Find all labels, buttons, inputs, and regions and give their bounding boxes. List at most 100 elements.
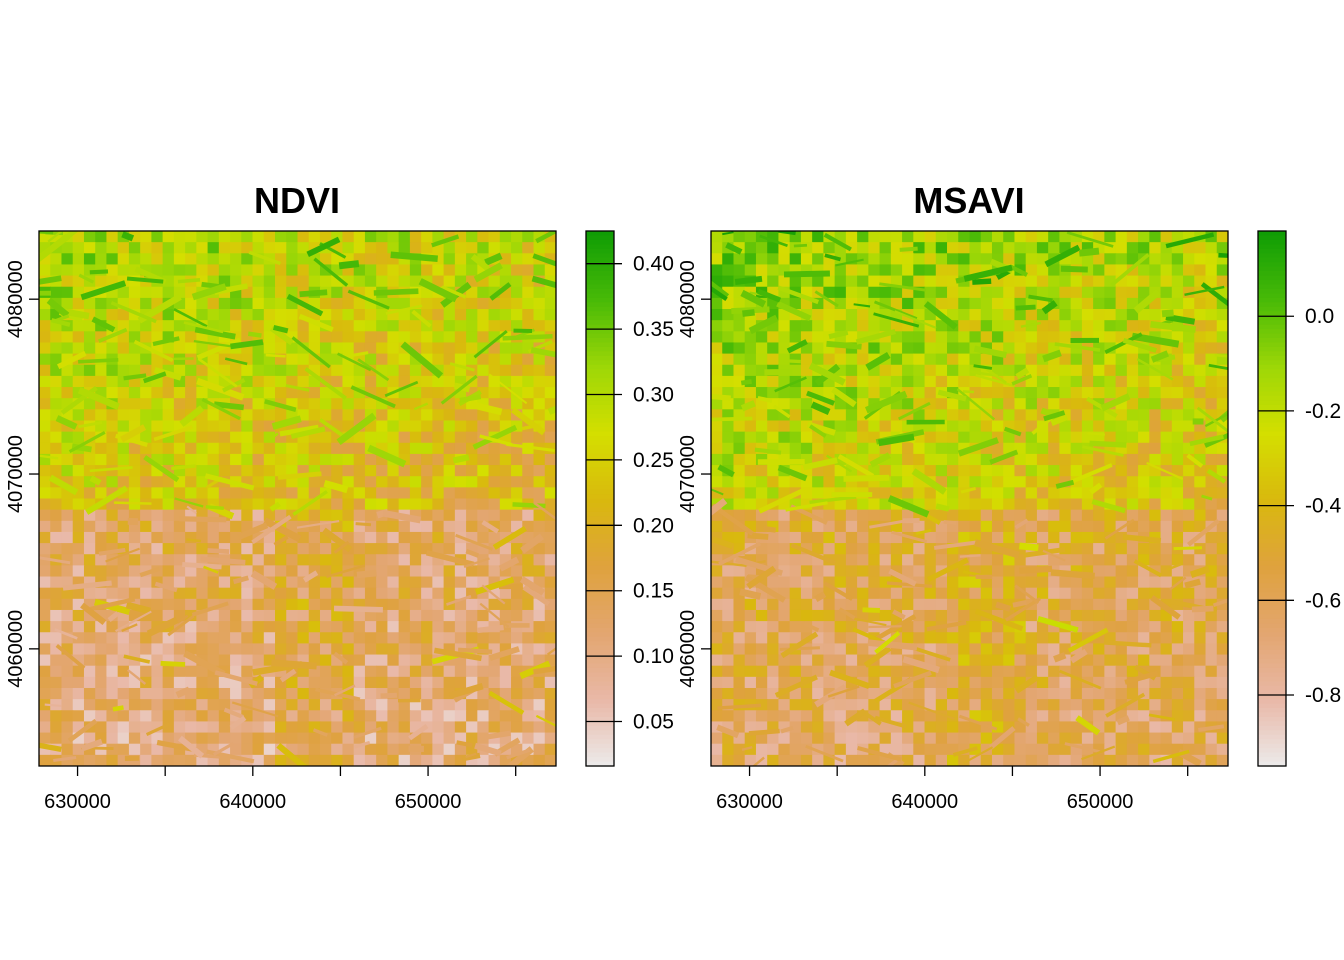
raster-field <box>844 708 867 727</box>
raster-cell <box>1059 699 1072 711</box>
raster-cell <box>823 353 836 366</box>
raster-cell <box>544 609 556 622</box>
raster-cell <box>95 509 108 522</box>
raster-cell <box>522 676 535 689</box>
raster-cell <box>711 721 723 734</box>
raster-cell <box>1070 520 1083 533</box>
raster-cell <box>286 275 299 288</box>
raster-cell <box>1093 375 1105 388</box>
raster-cell <box>1183 721 1195 734</box>
raster-cell <box>50 487 63 500</box>
raster-field <box>48 474 79 496</box>
raster-field <box>1011 374 1033 386</box>
raster-cell <box>1059 286 1072 299</box>
raster-cell <box>544 520 556 533</box>
raster-cell <box>421 743 433 756</box>
raster-cell <box>935 598 948 611</box>
raster-cell <box>398 442 411 455</box>
raster-cell <box>151 554 164 566</box>
raster-cell <box>117 699 130 711</box>
raster-cell <box>218 375 231 388</box>
raster-cell <box>230 687 242 700</box>
raster-cell <box>1059 309 1072 321</box>
raster-cell <box>1216 732 1228 745</box>
raster-cell <box>376 632 389 644</box>
raster-cell <box>1104 710 1117 723</box>
raster-cell <box>890 587 903 600</box>
raster-cell <box>364 721 377 734</box>
raster-cell <box>331 710 344 723</box>
raster-cell <box>1048 520 1061 533</box>
raster-cell <box>711 342 723 355</box>
raster-cell <box>72 465 85 477</box>
raster-field <box>1110 253 1150 287</box>
raster-field <box>1018 542 1039 552</box>
raster-cell <box>913 420 926 433</box>
raster-cell <box>218 420 231 433</box>
raster-cell <box>61 643 74 656</box>
raster-field <box>457 647 493 654</box>
raster-cell <box>1216 342 1228 355</box>
raster-cell <box>1070 676 1083 689</box>
raster-field <box>277 471 322 480</box>
raster-cell <box>935 654 948 667</box>
raster-field <box>113 501 152 505</box>
raster-cell <box>711 754 723 766</box>
raster-cell <box>308 342 321 355</box>
raster-cell <box>308 665 321 678</box>
raster-cell <box>1115 699 1128 711</box>
raster-cell <box>1183 743 1195 756</box>
raster-cell <box>913 364 926 377</box>
raster-cell <box>789 420 802 433</box>
raster-cell <box>252 732 265 745</box>
raster-cell <box>1070 554 1083 566</box>
raster-cell <box>252 420 265 433</box>
raster-field <box>91 316 116 333</box>
raster-cell <box>913 587 926 600</box>
raster-cell <box>1104 364 1117 377</box>
raster-cell <box>744 297 757 310</box>
raster-cell <box>83 687 96 700</box>
raster-field <box>1044 244 1081 268</box>
raster-cell <box>1216 609 1228 622</box>
raster-cell <box>1104 476 1117 488</box>
raster-cell <box>533 754 546 766</box>
raster-cell <box>935 543 948 555</box>
raster-cell <box>39 621 51 633</box>
raster-field <box>963 264 1013 282</box>
raster-cell <box>499 732 512 745</box>
raster-cell <box>488 442 501 455</box>
raster-cell <box>533 654 546 667</box>
raster-cell <box>991 487 1004 500</box>
raster-cell <box>297 732 310 745</box>
raster-cell <box>286 632 299 644</box>
raster-cell <box>902 364 914 377</box>
raster-cell <box>331 275 344 288</box>
raster-cell <box>140 264 152 277</box>
raster-cell <box>913 520 926 533</box>
raster-cell <box>1194 387 1207 399</box>
raster-cell <box>1138 498 1150 511</box>
raster-cell <box>800 487 813 500</box>
raster-cell <box>744 476 757 488</box>
raster-field <box>306 236 341 258</box>
raster-cell <box>207 387 220 399</box>
raster-cell <box>454 353 467 366</box>
raster-cell <box>140 286 152 299</box>
raster-cell <box>991 509 1004 522</box>
raster-cell <box>1149 687 1162 700</box>
raster-cell <box>95 231 108 243</box>
raster-cell <box>789 665 802 678</box>
raster-cell <box>443 409 456 422</box>
raster-cell <box>511 242 523 254</box>
raster-cell <box>398 699 411 711</box>
raster-cell <box>1104 487 1117 500</box>
raster-cell <box>275 676 287 689</box>
raster-cell <box>353 576 366 589</box>
raster-field <box>1050 569 1095 580</box>
raster-cell <box>980 453 993 466</box>
raster-cell <box>196 231 209 243</box>
raster-cell <box>823 643 836 656</box>
raster-field <box>182 562 222 570</box>
raster-cell <box>185 465 197 477</box>
